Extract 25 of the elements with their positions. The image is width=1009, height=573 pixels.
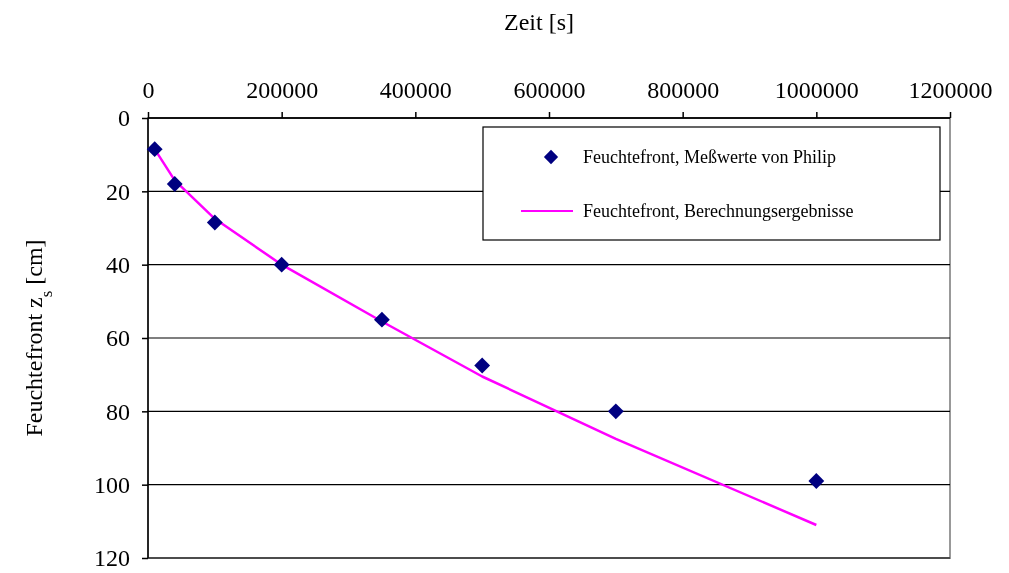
y-tick-label: 0 — [118, 105, 130, 132]
legend-label: Feuchtefront, Berechnungsergebnisse — [583, 201, 854, 221]
x-tick-label: 1200000 — [908, 77, 993, 103]
y-tick-label: 40 — [106, 251, 130, 278]
legend-label: Feuchtefront, Meßwerte von Philip — [583, 147, 836, 167]
y-tick-label: 100 — [94, 471, 130, 498]
x-tick-label: 600000 — [513, 77, 586, 103]
point — [808, 473, 825, 489]
point — [373, 311, 390, 328]
point — [607, 403, 624, 420]
point — [206, 214, 223, 231]
x-tick-label: 200000 — [246, 77, 319, 103]
point — [474, 357, 491, 374]
x-tick-label: 800000 — [647, 77, 720, 103]
point — [146, 141, 163, 158]
x-tick-label: 1000000 — [774, 77, 859, 103]
y-tick-label: 20 — [106, 178, 130, 205]
x-tick-label: 400000 — [379, 77, 452, 103]
y-tick-label: 60 — [106, 325, 130, 352]
y-tick-label: 120 — [94, 545, 130, 572]
x-axis-title: Zeit [s] — [504, 9, 574, 35]
point — [273, 256, 290, 273]
y-tick-label: 80 — [106, 398, 130, 425]
x-tick-label: 0 — [142, 77, 155, 103]
point — [166, 176, 183, 192]
